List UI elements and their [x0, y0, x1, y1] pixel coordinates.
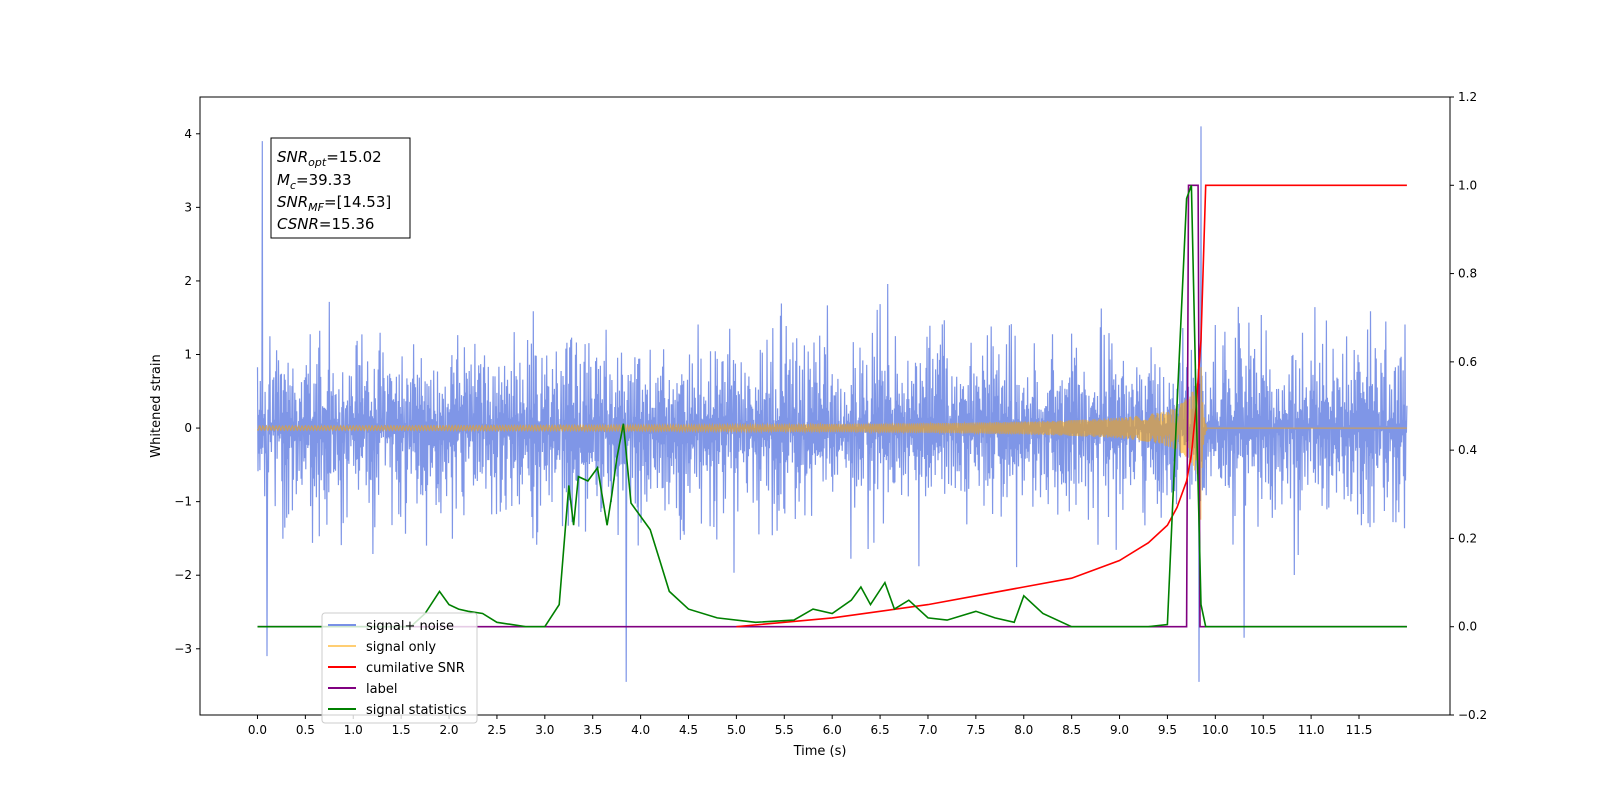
- x-tick-label: 3.0: [535, 723, 554, 737]
- y-tick-label: 0: [184, 421, 192, 435]
- signal-noise-line: [256, 126, 1408, 682]
- y-axis-left: 4 3 2 1 0 −1 −2 −3: [174, 127, 200, 656]
- signal-only-line: [256, 364, 1407, 520]
- x-axis-label: Time (s): [793, 744, 847, 759]
- y-tick-label: −3: [174, 642, 192, 656]
- legend-label-cumilative-snr: cumilative SNR: [366, 661, 465, 676]
- x-tick-label: 7.0: [918, 723, 937, 737]
- x-tick-label: 6.0: [823, 723, 842, 737]
- x-tick-label: 11.0: [1298, 723, 1325, 737]
- x-tick-label: 5.0: [727, 723, 746, 737]
- y-tick-label: 3: [184, 200, 192, 214]
- y2-tick-label: 0.2: [1458, 531, 1477, 545]
- x-tick-label: 7.5: [966, 723, 985, 737]
- y-tick-label: −1: [174, 495, 192, 509]
- x-tick-label: 8.5: [1062, 723, 1081, 737]
- right-axis-series: [257, 184, 1407, 628]
- x-axis: 0.0 0.5 1.0 1.5 2.0 2.5 3.0 3.5 4.0 4.5 5.0 5.5 6.0 6…: [248, 715, 1372, 737]
- legend-label-signal-only: signal only: [366, 640, 436, 655]
- y2-tick-label: 0.0: [1458, 620, 1477, 634]
- x-tick-label: 4.5: [679, 723, 698, 737]
- y2-tick-label: −0.2: [1458, 708, 1487, 722]
- x-tick-label: 1.5: [392, 723, 411, 737]
- cumilative-snr-line: [736, 184, 1407, 628]
- y-tick-label: 4: [184, 127, 192, 141]
- snr-opt-text: SNRopt=15.02: [277, 148, 382, 169]
- legend: signal+ noise signal only cumilative SNR…: [321, 612, 478, 724]
- x-tick-label: 8.0: [1014, 723, 1033, 737]
- snr-mf-text: SNRMF=[14.53]: [277, 193, 391, 214]
- x-tick-label: 4.0: [631, 723, 650, 737]
- legend-label-signal-statistics: signal statistics: [366, 703, 467, 718]
- y-tick-label: 1: [184, 348, 192, 362]
- y2-tick-label: 1.0: [1458, 178, 1477, 192]
- y2-tick-label: 0.4: [1458, 443, 1477, 457]
- legend-label-label: label: [366, 682, 397, 697]
- y2-tick-label: 0.6: [1458, 355, 1477, 369]
- x-tick-label: 9.0: [1110, 723, 1129, 737]
- x-tick-label: 11.5: [1346, 723, 1373, 737]
- y-tick-label: 2: [184, 274, 192, 288]
- legend-label-signal-noise: signal+ noise: [366, 619, 454, 634]
- signal-statistics-line: [257, 185, 1407, 628]
- x-tick-label: 10.5: [1250, 723, 1277, 737]
- signal-only-series: [256, 364, 1407, 520]
- x-tick-label: 1.0: [344, 723, 363, 737]
- x-tick-label: 3.5: [583, 723, 602, 737]
- signal-noise-series: [256, 126, 1408, 682]
- x-tick-label: 0.5: [296, 723, 315, 737]
- x-tick-label: 2.0: [439, 723, 458, 737]
- y2-tick-label: 0.8: [1458, 267, 1477, 281]
- x-tick-label: 6.5: [871, 723, 890, 737]
- csnr-text: CSNR=15.36: [277, 215, 374, 233]
- plot-frame: [199, 96, 1451, 716]
- y-axis-label: Whitened strain: [149, 354, 164, 457]
- metrics-annotation-box: SNRopt=15.02 Mc=39.33 SNRMF=[14.53] CSNR…: [270, 137, 411, 239]
- y-axis-right: 1.2 1.0 0.8 0.6 0.4 0.2 0.0 −0.2: [1450, 90, 1487, 722]
- x-tick-label: 0.0: [248, 723, 267, 737]
- x-tick-label: 10.0: [1202, 723, 1229, 737]
- y-tick-label: −2: [174, 568, 192, 582]
- y2-tick-label: 1.2: [1458, 90, 1477, 104]
- x-tick-label: 9.5: [1158, 723, 1177, 737]
- x-tick-label: 2.5: [487, 723, 506, 737]
- x-tick-label: 5.5: [775, 723, 794, 737]
- mc-text: Mc=39.33: [277, 171, 352, 192]
